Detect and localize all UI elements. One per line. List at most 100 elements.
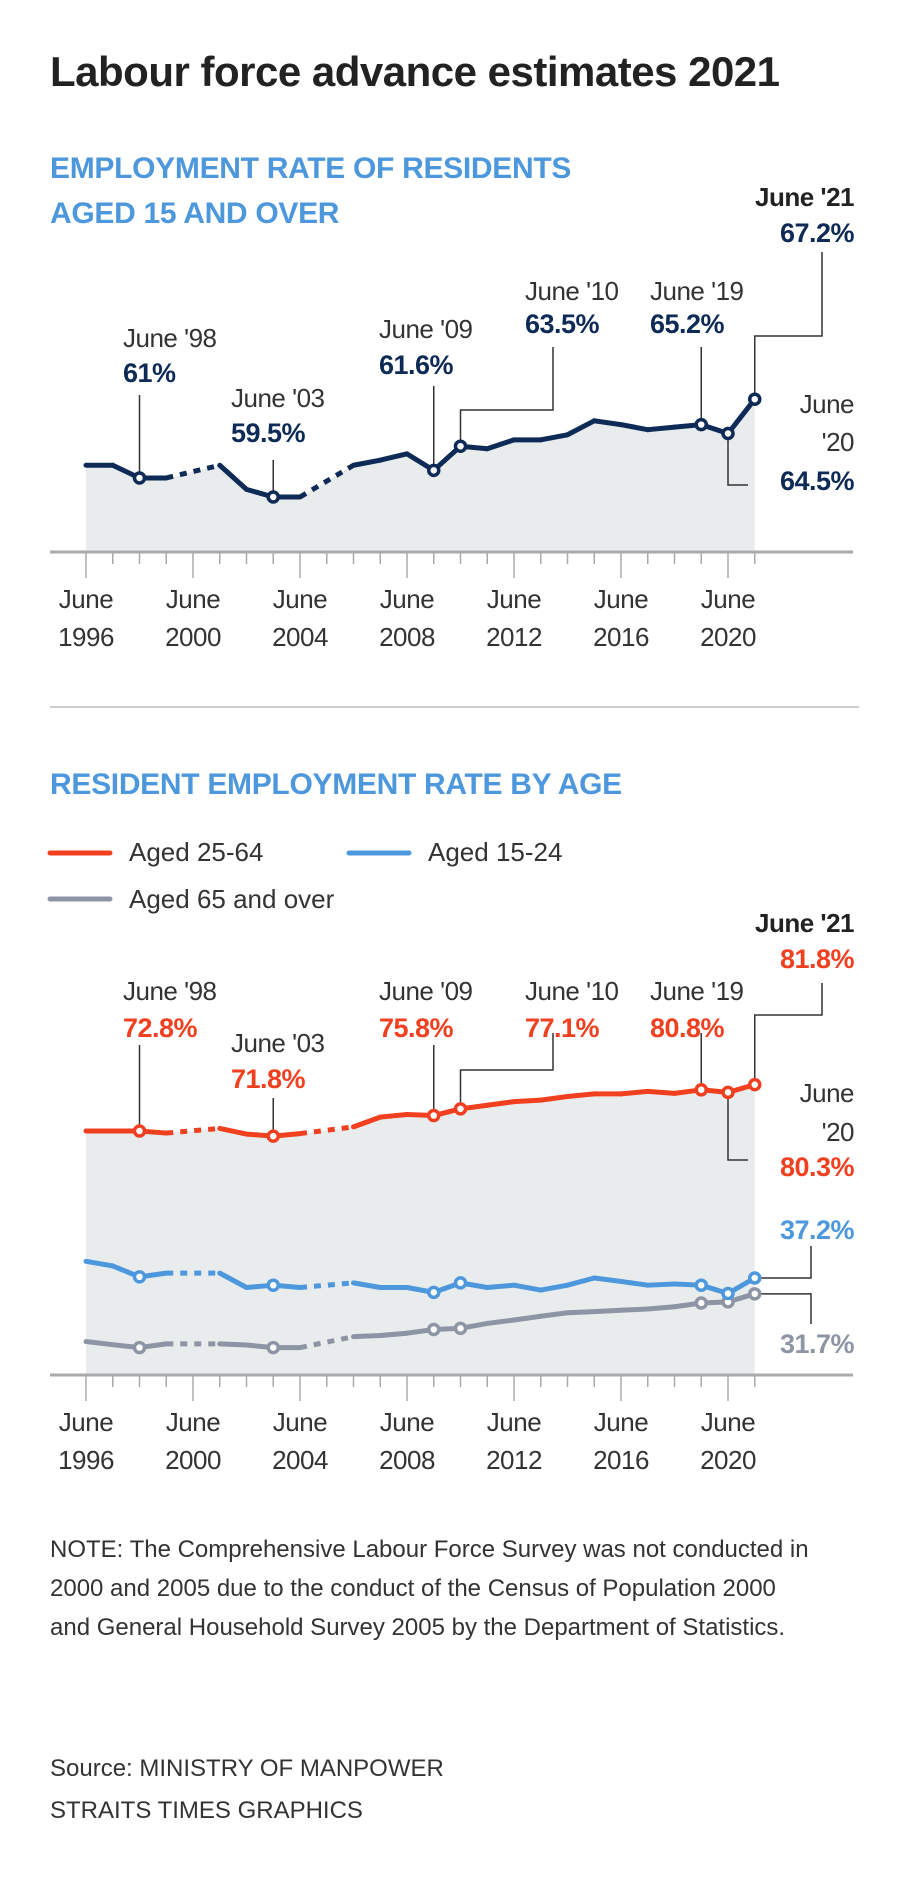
aged-25-64-line-segment [377,1112,410,1120]
aged-65-over-line-marker [427,1322,441,1337]
employment-line-segment [351,457,383,468]
aged-15-24-line-segment [645,1281,677,1288]
x-tick-label: 2012 [486,1445,542,1475]
aged-25-64-line-marker [694,1083,708,1097]
annotation-value: 64.5% [779,466,855,496]
annotation-label: June '09 [379,314,473,344]
aged-65-over-line-marker [748,1287,762,1301]
aged-65-over-line-segment [484,1317,517,1326]
aged-65-over-line-segment [565,1309,597,1316]
x-tick-label: June [700,1407,756,1437]
aged-65-over-line-segment [538,1310,570,1319]
annotation-value-15-24: 37.2% [779,1215,855,1245]
annotation-value: 61.6% [379,350,454,380]
employment-line-marker [721,426,735,441]
x-tick-label: June [379,584,435,614]
annotation-label: June [799,1078,855,1108]
annotation-label: June '21 [754,908,855,938]
x-tick-label: 2008 [379,1445,435,1475]
aged-25-64-line-marker [427,1108,441,1123]
legend-aged-65-over: Aged 65 and over [129,884,335,914]
aged-15-24-line-marker [427,1285,441,1300]
legend-aged-15-24: Aged 15-24 [428,837,563,867]
annotation-value: 77.1% [525,1013,600,1043]
x-tick-label: 2004 [272,1445,328,1475]
annotation-value: 81.8% [779,944,855,974]
x-tick-label: June [272,584,328,614]
chart2-title: RESIDENT EMPLOYMENT RATE BY AGE [50,768,622,801]
aged-15-24-line-marker [721,1286,735,1301]
aged-25-64-line-marker [721,1085,735,1100]
aged-65-over-line-segment [351,1333,383,1340]
annotation-label: June '19 [650,276,744,306]
employment-line-marker [427,463,441,478]
annotation-value: 67.2% [779,218,855,248]
area-fill [86,1084,755,1375]
annotation-label: June '98 [123,323,217,353]
aged-15-24-line-marker [453,1276,468,1290]
annotation-value: 80.3% [779,1152,855,1182]
employment-line-segment [377,451,410,463]
employment-line-segment [217,462,249,492]
aged-15-24-line-marker [132,1270,147,1284]
aged-65-over-line-marker [453,1321,468,1336]
aged-15-24-line-segment [511,1282,544,1293]
x-tick-label: 2020 [700,1445,756,1475]
annotation-label: '20 [821,427,855,457]
aged-15-24-line-marker [694,1278,708,1292]
source-line: Source: MINISTRY OF MANPOWER [50,1755,444,1782]
aged-25-64-line-marker [748,1077,762,1092]
leader-line [459,1033,554,1109]
employment-line-segment [618,422,651,433]
aged-25-64-line-segment [484,1099,517,1108]
aged-25-64-line-segment [511,1097,544,1105]
aged-25-64-line-segment [538,1093,570,1103]
x-tick-label: June [486,584,542,614]
x-tick-label: 2000 [165,1445,221,1475]
aged-15-24-line-segment [591,1275,624,1284]
annotation-label: '20 [821,1117,855,1147]
x-tick-label: 1996 [58,1445,114,1475]
chart1-title-line2: AGED 15 AND OVER [50,197,340,230]
annotation-value: 65.2% [650,309,725,339]
employment-line-segment [538,432,570,443]
annotation-label: June '09 [379,976,473,1006]
employment-line-segment [725,396,758,436]
aged-15-24-line-segment [484,1282,517,1290]
aged-15-24-line-marker [266,1278,280,1292]
aged-25-64-line-segment [645,1088,677,1096]
employment-line-marker [694,417,708,432]
leader-line [727,1092,748,1161]
aged-65-over-line-marker [132,1340,147,1355]
annotation-value: 63.5% [525,309,600,339]
employment-line-marker [453,439,468,453]
x-tick-label: 2008 [379,622,435,652]
aged-15-24-line-segment [83,1258,116,1269]
page-title: Labour force advance estimates 2021 [50,48,780,95]
x-tick-label: June [165,1407,221,1437]
employment-line-segment [165,462,221,481]
aged-25-64-line-segment [351,1114,383,1130]
annotation-value: 72.8% [123,1013,198,1043]
aged-15-24-line-segment [565,1275,597,1288]
annotation-label: June '21 [754,182,855,212]
aged-25-64-line-segment [166,1125,220,1136]
aged-25-64-line-segment [618,1088,651,1097]
aged-25-64-line-marker [453,1102,468,1116]
aged-25-64-line-segment [299,1124,354,1137]
annotation-value: 75.8% [379,1013,454,1043]
employment-line-segment [645,424,677,433]
x-tick-label: 1996 [58,622,114,652]
employment-line-segment [591,418,624,428]
aged-15-24-line-marker [748,1271,762,1285]
x-tick-label: 2020 [700,622,756,652]
x-tick-label: June [58,584,114,614]
aged-25-64-line-marker [132,1124,147,1138]
x-tick-label: 2000 [165,622,221,652]
employment-line-segment [298,463,355,500]
credit-line: STRAITS TIMES GRAPHICS [50,1797,363,1824]
chart1-title-line1: EMPLOYMENT RATE OF RESIDENTS [50,152,572,185]
x-tick-label: June [700,584,756,614]
x-tick-label: June [593,584,649,614]
annotation-value: 71.8% [231,1064,306,1094]
